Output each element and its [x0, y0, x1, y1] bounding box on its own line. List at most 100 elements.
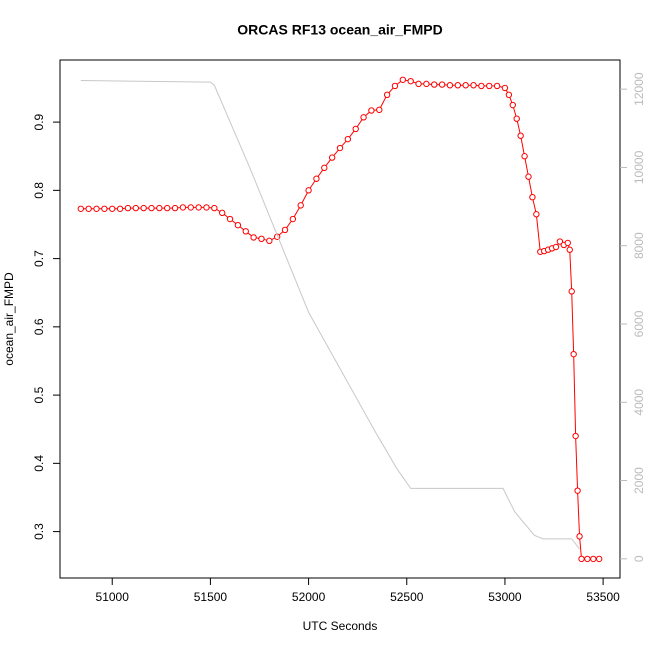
data-point [584, 555, 591, 563]
data-point [344, 135, 352, 143]
data-point [93, 205, 100, 212]
data-point [336, 144, 344, 152]
y2-tick-label: 10000 [632, 150, 646, 184]
data-point [218, 209, 226, 217]
data-point [529, 193, 536, 201]
plot-frame [59, 59, 621, 579]
data-point [462, 82, 469, 89]
data-point [391, 82, 399, 90]
data-point [281, 226, 289, 234]
data-point [470, 82, 477, 89]
data-point [486, 82, 493, 90]
data-point [234, 221, 242, 229]
data-point [570, 350, 577, 358]
data-point [321, 164, 328, 172]
y-tick-label: 0.3 [32, 523, 46, 540]
data-point [556, 238, 564, 245]
data-point [521, 153, 528, 160]
data-point [595, 555, 603, 563]
data-point [313, 175, 320, 182]
data-point [446, 82, 454, 89]
data-point [85, 205, 92, 212]
x-tick-label: 53500 [586, 590, 620, 604]
data-point [195, 204, 202, 211]
data-point [250, 234, 257, 241]
y-tick-label: 0.7 [32, 250, 46, 267]
data-point [517, 132, 524, 139]
y-tick-label: 0.9 [32, 113, 46, 130]
data-point [509, 101, 516, 109]
data-point [132, 204, 139, 212]
data-point [454, 82, 462, 89]
x-tick-label: 53000 [488, 590, 522, 604]
y-axis-label: ocean_air_FMPD [2, 272, 16, 366]
data-point [513, 115, 520, 122]
data-point [574, 487, 581, 494]
data-point [140, 204, 147, 212]
y-tick-label: 0.5 [32, 386, 46, 403]
data-point [438, 81, 446, 88]
data-point [533, 211, 540, 218]
chart-title: ORCAS RF13 ocean_air_FMPD [237, 22, 442, 38]
data-point [525, 173, 532, 180]
data-point [77, 205, 85, 212]
data-point [124, 204, 132, 212]
data-line [80, 80, 580, 550]
data-point [164, 204, 171, 212]
data-point [590, 555, 597, 563]
data-point [423, 80, 430, 88]
x-tick-label: 52000 [292, 590, 326, 604]
data-point [266, 237, 273, 245]
data-point [493, 82, 501, 90]
y-tick-label: 0.8 [32, 182, 46, 199]
data-point [179, 204, 187, 211]
data-point [109, 205, 116, 212]
y2-tick-label: 0 [632, 555, 646, 562]
data-point [360, 114, 367, 121]
data-point [431, 81, 438, 88]
data-point [505, 91, 513, 99]
y2-tick-label: 8000 [632, 232, 646, 259]
data-point [211, 204, 218, 212]
data-point [376, 106, 383, 114]
data-point [572, 432, 579, 440]
data-point [226, 215, 234, 223]
data-point [258, 235, 265, 243]
data-point [352, 125, 359, 133]
y2-tick-label: 4000 [632, 389, 646, 416]
data-point [289, 215, 297, 223]
y2-tick-label: 6000 [632, 310, 646, 337]
data-point [552, 243, 560, 251]
y-tick-label: 0.4 [32, 455, 46, 472]
y-tick-label: 0.6 [32, 318, 46, 335]
data-point [578, 555, 585, 563]
data-point [148, 204, 155, 212]
data-point [187, 204, 194, 211]
x-tick-label: 51000 [96, 590, 130, 604]
data-point [242, 228, 249, 235]
data-point [156, 204, 163, 212]
data-point [297, 202, 304, 209]
x-tick-label: 52500 [390, 590, 424, 604]
data-point [101, 205, 108, 212]
data-point [399, 76, 407, 83]
data-point [383, 91, 391, 99]
data-point [564, 239, 571, 247]
data-point [203, 204, 210, 211]
data-point [116, 205, 124, 212]
y2-tick-label: 12000 [632, 72, 646, 106]
data-point [576, 533, 583, 540]
y2-tick-label: 2000 [632, 467, 646, 494]
data-point [368, 107, 375, 114]
data-point [568, 288, 575, 295]
x-axis-label: UTC Seconds [303, 619, 378, 633]
data-point [478, 82, 485, 90]
x-tick-label: 51500 [194, 590, 228, 604]
data-point [415, 80, 422, 88]
data-point [171, 204, 179, 212]
data-point [305, 187, 312, 194]
data-point [566, 246, 573, 253]
data-point [501, 84, 509, 92]
